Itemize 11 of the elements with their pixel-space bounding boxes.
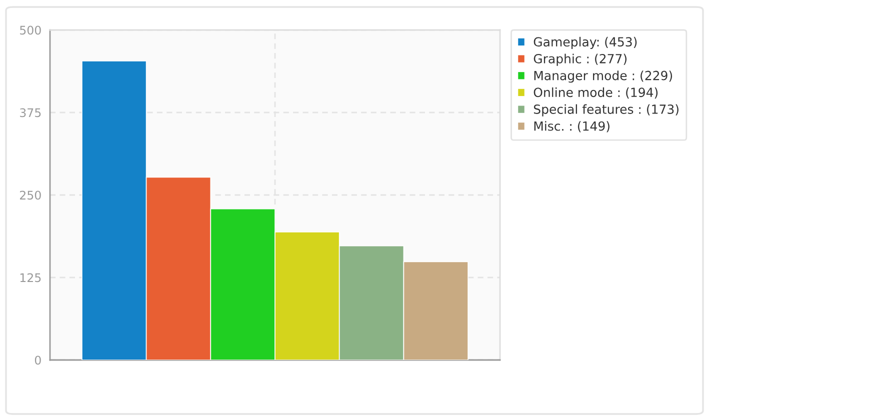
legend-label: Graphic : (277)	[534, 54, 627, 66]
y-tick-label: 500	[20, 26, 41, 35]
y-tick-label: 250	[20, 190, 41, 200]
legend-label: Special features : (173)	[534, 104, 678, 116]
legend-label: Manager mode : (229)	[534, 70, 672, 83]
legend-label: Online mode : (194)	[534, 87, 658, 99]
legend-label: Misc. : (149)	[534, 121, 610, 132]
legend-label: Gameplay: (453)	[534, 36, 637, 49]
y-tick-label: 375	[20, 108, 41, 118]
y-tick-label: 125	[20, 273, 41, 282]
y-tick-label: 0	[34, 356, 41, 365]
